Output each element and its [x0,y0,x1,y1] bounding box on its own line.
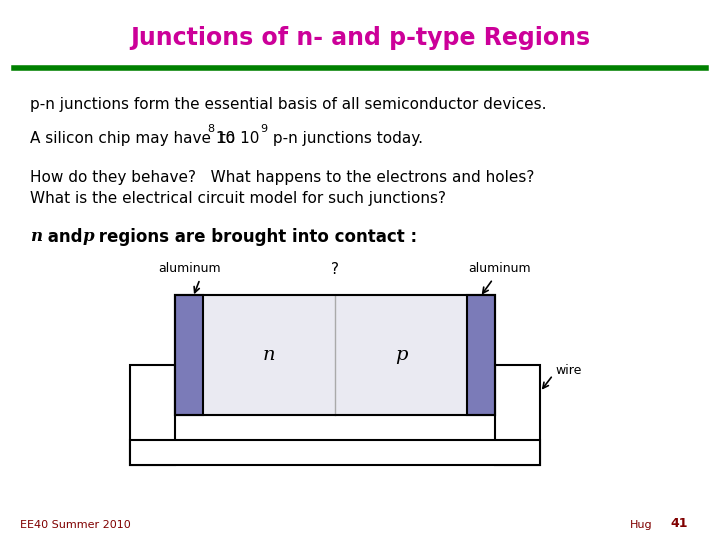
Text: p-n junctions today.: p-n junctions today. [268,131,423,146]
Text: 8: 8 [207,124,214,134]
Text: Junctions of n- and p-type Regions: Junctions of n- and p-type Regions [130,26,590,50]
Text: aluminum: aluminum [469,262,531,275]
Bar [130,440,540,465]
Text: 41: 41 [670,517,688,530]
Text: regions are brought into contact :: regions are brought into contact : [93,228,417,246]
Text: wire: wire [555,363,581,376]
Text: aluminum: aluminum [158,262,221,275]
Bar [175,295,203,415]
Text: Hug: Hug [630,520,652,530]
Text: What is the electrical circuit model for such junctions?: What is the electrical circuit model for… [30,191,446,206]
Bar [130,365,175,465]
Bar [175,295,495,415]
Bar [467,295,495,415]
Text: n: n [30,228,42,245]
Bar [495,365,540,465]
Text: EE40 Summer 2010: EE40 Summer 2010 [20,520,131,530]
Text: p: p [395,346,408,364]
Text: and: and [42,228,89,246]
Text: 9: 9 [260,124,267,134]
Text: ?: ? [331,262,339,277]
Bar [175,295,495,415]
Text: How do they behave?   What happens to the electrons and holes?: How do they behave? What happens to the … [30,170,534,185]
Text: p-n junctions form the essential basis of all semiconductor devices.: p-n junctions form the essential basis o… [30,97,546,112]
Text: A silicon chip may have 10: A silicon chip may have 10 [30,131,235,146]
Text: n: n [263,346,275,364]
Text: to 10: to 10 [215,131,259,146]
Text: p: p [83,228,94,245]
